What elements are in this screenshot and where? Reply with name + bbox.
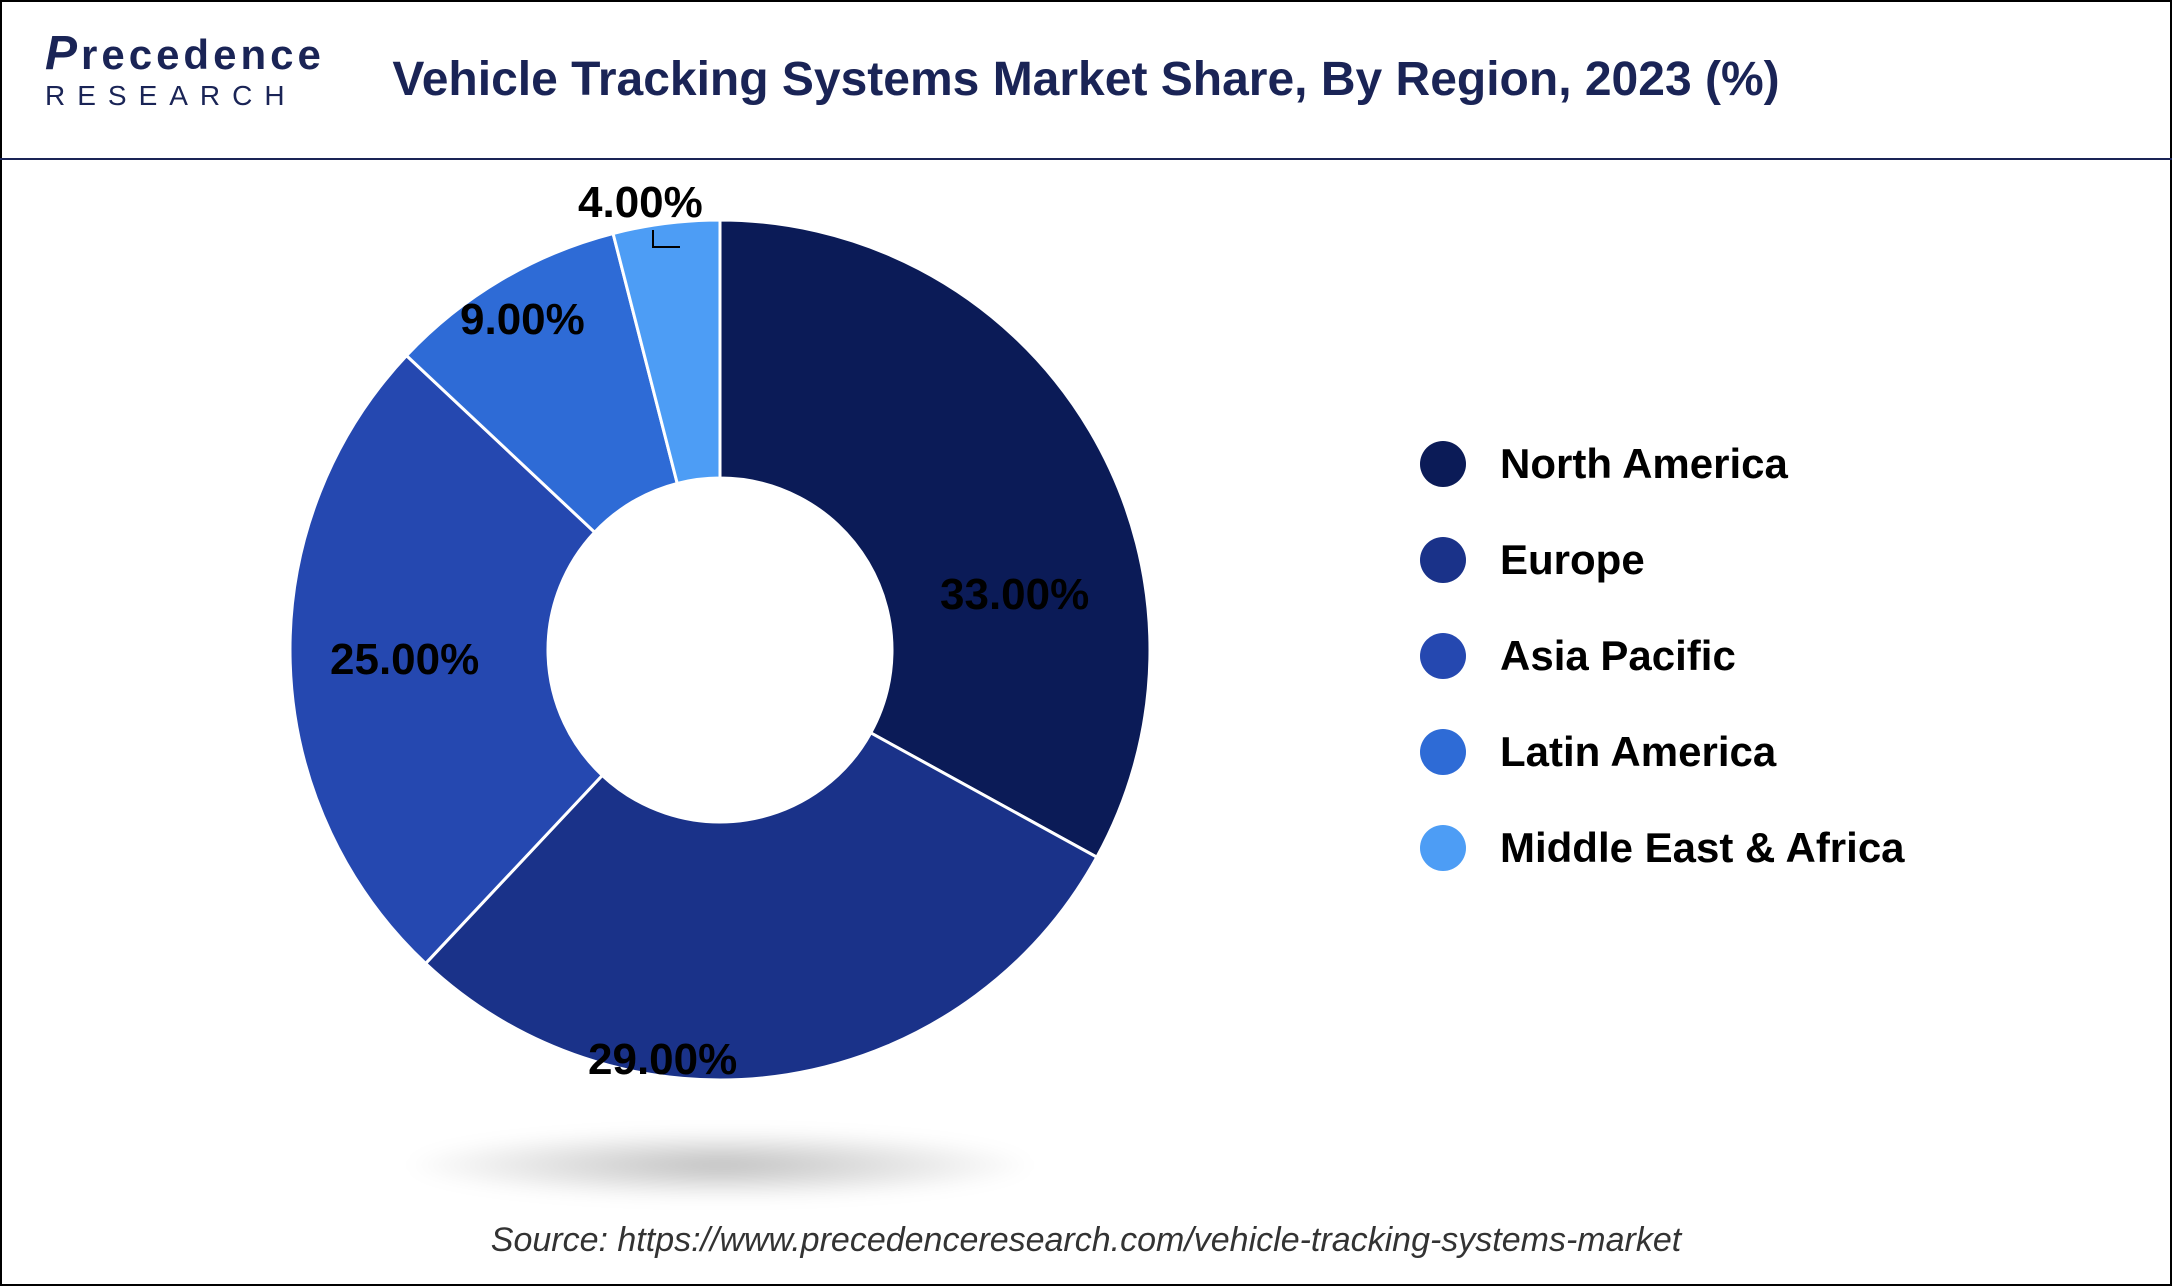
legend-label: Asia Pacific <box>1500 632 1736 680</box>
brand-logo: Precedence RESEARCH <box>45 30 325 112</box>
logo-top-line: Precedence <box>45 30 325 78</box>
legend-swatch <box>1420 537 1466 583</box>
legend-item: Latin America <box>1420 728 1905 776</box>
source-footer: Source: https://www.precedenceresearch.c… <box>0 1221 2172 1260</box>
slice-label-mea: 4.00% <box>578 178 703 228</box>
legend-swatch <box>1420 729 1466 775</box>
donut-hole <box>548 478 892 822</box>
legend: North America Europe Asia Pacific Latin … <box>1420 440 1905 920</box>
legend-item: Middle East & Africa <box>1420 824 1905 872</box>
legend-swatch <box>1420 825 1466 871</box>
legend-label: Latin America <box>1500 728 1776 776</box>
logo-word: recedence <box>81 31 325 78</box>
header: Precedence RESEARCH Vehicle Tracking Sys… <box>0 0 2172 160</box>
legend-label: North America <box>1500 440 1788 488</box>
legend-item: Europe <box>1420 536 1905 584</box>
logo-bottom-line: RESEARCH <box>45 80 325 112</box>
slice-label-la: 9.00% <box>460 295 585 345</box>
leader-line <box>652 246 680 248</box>
chart-title: Vehicle Tracking Systems Market Share, B… <box>40 52 2132 107</box>
slice-label-eu: 29.00% <box>588 1035 737 1085</box>
chart-shadow <box>400 1130 1040 1200</box>
legend-label: Europe <box>1500 536 1645 584</box>
logo-prefix: P <box>45 27 81 80</box>
legend-swatch <box>1420 633 1466 679</box>
legend-item: Asia Pacific <box>1420 632 1905 680</box>
legend-item: North America <box>1420 440 1905 488</box>
slice-label-ap: 25.00% <box>330 635 479 685</box>
legend-swatch <box>1420 441 1466 487</box>
legend-label: Middle East & Africa <box>1500 824 1905 872</box>
leader-line <box>652 230 654 246</box>
slice-label-na: 33.00% <box>940 570 1089 620</box>
chart-area: 33.00% 29.00% 25.00% 9.00% 4.00% North A… <box>0 160 2172 1210</box>
